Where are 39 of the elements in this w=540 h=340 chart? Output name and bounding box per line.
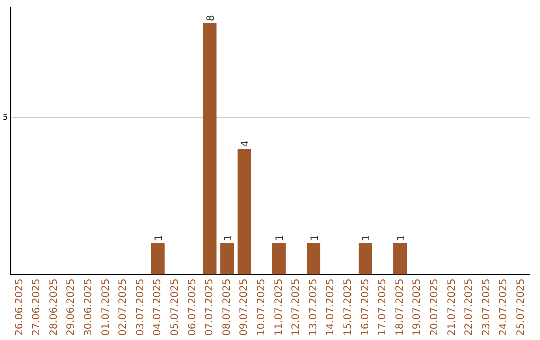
x-tick-label: 03.07.2025 — [135, 278, 146, 336]
x-tick-label: 07.07.2025 — [204, 278, 216, 336]
x-tick-label: 24.07.2025 — [498, 278, 510, 336]
x-tick-label: 18.07.2025 — [394, 278, 406, 336]
data-label: 4 — [240, 140, 252, 148]
x-tick-label: 20.07.2025 — [429, 278, 440, 336]
x-tick-label: 25.07.2025 — [516, 278, 527, 336]
data-label: 8 — [206, 15, 218, 22]
x-tick-label: 05.07.2025 — [170, 278, 182, 336]
x-tick-label: 12.07.2025 — [291, 278, 302, 336]
y-tick-label: 5 — [2, 112, 8, 122]
x-tick-label: 14.07.2025 — [326, 278, 337, 336]
x-tick-label: 26.06.2025 — [14, 278, 26, 336]
x-tick-label: 19.07.2025 — [412, 278, 424, 336]
x-tick-label: 13.07.2025 — [308, 278, 320, 336]
x-tick-label: 11.07.2025 — [274, 278, 285, 336]
data-label: 1 — [223, 234, 234, 242]
x-tick-label: 02.07.2025 — [118, 278, 130, 336]
x-tick-label: 16.07.2025 — [360, 278, 372, 336]
x-tick-label: 27.06.2025 — [32, 278, 43, 336]
x-tick-label: 10.07.2025 — [256, 278, 268, 336]
data-label: 1 — [396, 234, 408, 242]
x-tick-label: 21.07.2025 — [446, 278, 458, 336]
data-label: 1 — [310, 234, 321, 242]
x-tick-label: 17.07.2025 — [378, 278, 389, 336]
x-tick-label: 28.06.2025 — [48, 278, 60, 336]
x-tick-label: 01.07.2025 — [100, 278, 112, 336]
x-tick-label: 04.07.2025 — [152, 278, 164, 336]
x-tick-label: 30.06.2025 — [84, 278, 95, 336]
data-label: 1 — [275, 234, 286, 242]
x-tick-label: 22.07.2025 — [464, 278, 476, 336]
data-label: 1 — [154, 234, 166, 242]
x-tick-label: 15.07.2025 — [342, 278, 354, 336]
x-tick-label: 06.07.2025 — [187, 278, 198, 336]
x-tick-label: 09.07.2025 — [239, 278, 250, 336]
data-label: 1 — [362, 234, 373, 242]
x-tick-label: 08.07.2025 — [222, 278, 233, 336]
x-tick-label: 23.07.2025 — [481, 278, 492, 336]
x-tick-label: 29.06.2025 — [66, 278, 78, 336]
